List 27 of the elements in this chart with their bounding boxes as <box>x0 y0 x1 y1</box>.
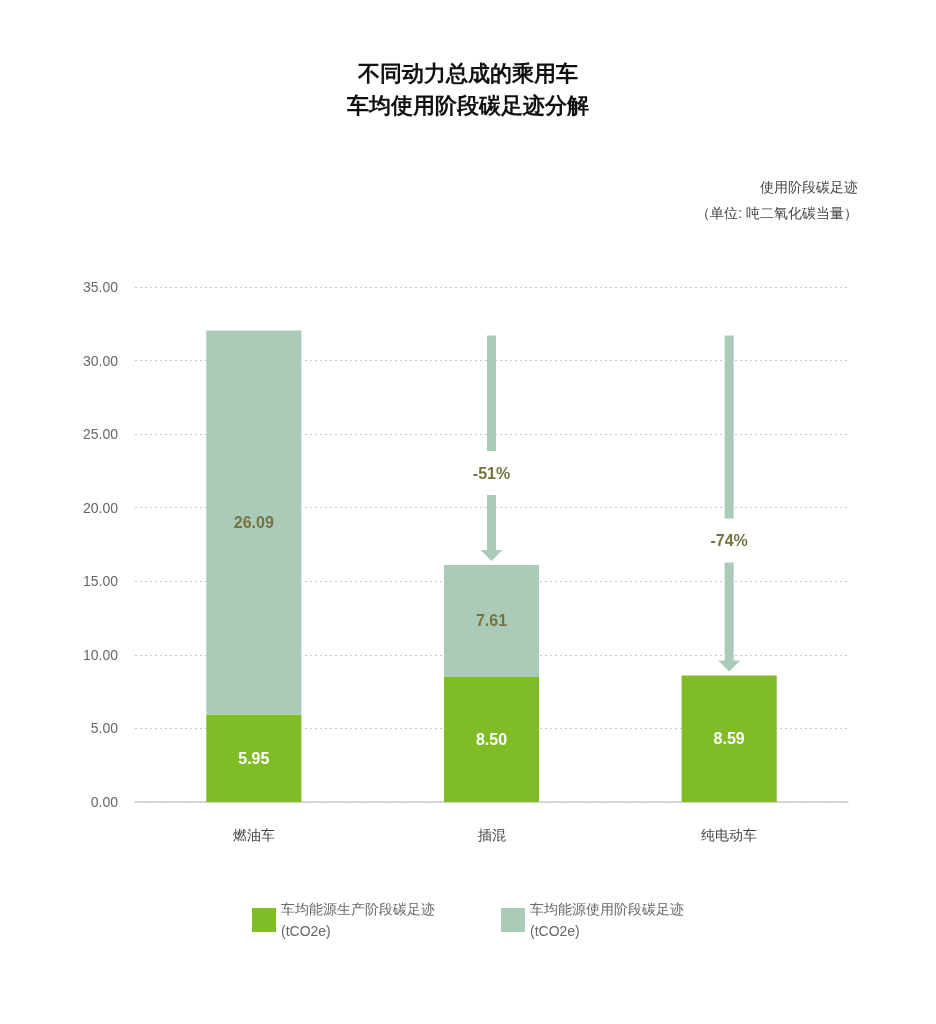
bar <box>443 564 540 677</box>
legend-label: 车均能源使用阶段碳足迹 (tCO2e) <box>530 901 684 939</box>
data-label: 8.59 <box>713 730 745 748</box>
chart-title: 不同动力总成的乘用车车均使用阶段碳足迹分解 <box>346 60 589 118</box>
y-tick-label: 0.00 <box>90 794 119 810</box>
x-tick-label: 纯电动车 <box>701 827 758 843</box>
y-tick-label: 10.00 <box>82 646 119 663</box>
y-tick-label: 15.00 <box>82 573 119 590</box>
annotation: -74% <box>710 532 748 550</box>
y-tick-label: 5.00 <box>90 720 119 737</box>
bar <box>443 676 540 802</box>
legend-label: 车均能源生产阶段碳足迹 (tCO2e) <box>281 901 435 939</box>
y-tick-label: 20.00 <box>82 499 119 516</box>
data-label: 8.50 <box>475 730 508 748</box>
x-tick-label: 燃油车 <box>232 827 275 843</box>
y-axis-title: 使用阶段碳足迹（单位: 吨二氧化碳当量） <box>696 179 858 221</box>
y-tick-label: 30.00 <box>82 352 119 369</box>
data-label: 5.95 <box>238 749 270 767</box>
bar <box>681 675 777 802</box>
y-tick-label: 35.00 <box>82 279 119 295</box>
data-label: 7.61 <box>475 612 508 630</box>
bar <box>206 330 302 715</box>
data-label: 26.09 <box>233 514 274 531</box>
y-tick-label: 25.00 <box>82 426 119 443</box>
annotation: -51% <box>472 464 511 482</box>
bar <box>206 714 302 802</box>
x-tick-label: 插混 <box>477 827 506 843</box>
